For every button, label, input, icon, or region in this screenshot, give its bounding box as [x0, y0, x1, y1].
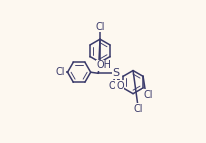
Text: Cl: Cl [143, 90, 152, 100]
Text: O: O [108, 81, 115, 91]
Text: Cl: Cl [55, 67, 65, 77]
Text: Cl: Cl [95, 21, 104, 31]
Text: OH: OH [96, 60, 111, 70]
Text: O: O [116, 81, 123, 91]
Text: Cl: Cl [133, 104, 142, 114]
Text: S: S [112, 68, 119, 78]
